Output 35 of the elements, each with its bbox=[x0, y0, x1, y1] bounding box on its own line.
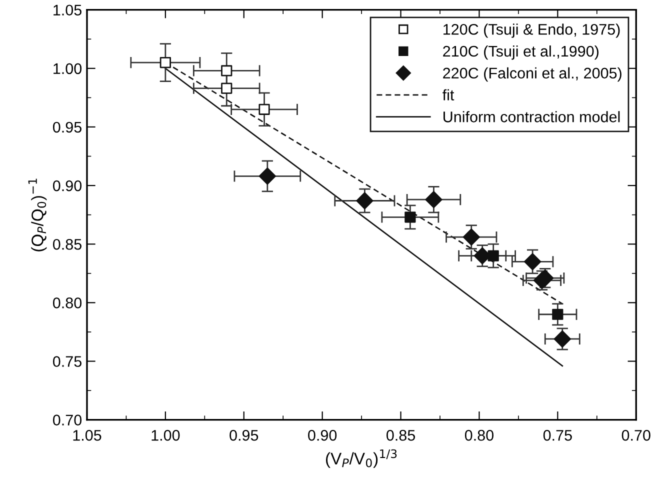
x-tick-label: 0.70 bbox=[622, 430, 650, 441]
legend-label: Uniform contraction model bbox=[444, 111, 620, 122]
legend-label: fit bbox=[442, 89, 454, 100]
legend-label: 120C (Tsuji & Endo, 1975) bbox=[444, 24, 620, 38]
y-axis-title: (Q$_{P}$/Q$_{0}$)$^{−1}$ bbox=[28, 178, 47, 252]
y-tick-label: 1.00 bbox=[54, 63, 82, 74]
point bbox=[462, 228, 480, 246]
point bbox=[221, 65, 232, 76]
point bbox=[425, 191, 442, 208]
point bbox=[404, 212, 416, 223]
point bbox=[552, 308, 564, 320]
y-tick-label: 0.70 bbox=[52, 414, 82, 426]
point bbox=[258, 168, 276, 185]
y-tick-label: 0.75 bbox=[52, 356, 82, 367]
point bbox=[160, 56, 171, 68]
point bbox=[258, 104, 270, 115]
y-tick-label: 1.05 bbox=[54, 4, 82, 16]
x-tick-label: 0.80 bbox=[464, 430, 494, 441]
y-tick-label: 0.85 bbox=[52, 238, 82, 250]
y-tick-label: 0.95 bbox=[52, 122, 82, 133]
x-tick-label: 0.95 bbox=[230, 430, 258, 441]
x-tick-label: 0.90 bbox=[308, 430, 337, 441]
x-tick-label: 0.85 bbox=[386, 430, 415, 441]
x-axis-title: (V$_{P}$/V$_{0}$)$^{1/3}$ bbox=[326, 449, 397, 468]
x-tick-label: 0.75 bbox=[543, 430, 572, 441]
y-tick-label: 0.80 bbox=[52, 298, 82, 308]
legend-label: 210C (Tsuji et al.,1990) bbox=[443, 45, 598, 60]
point bbox=[356, 192, 374, 210]
x-tick-label: 1.00 bbox=[152, 430, 180, 441]
legend-label: 220C (Falconi et al., 2005) bbox=[443, 67, 622, 82]
y-tick-label: 0.90 bbox=[52, 180, 82, 192]
x-tick-label: 1.05 bbox=[73, 430, 102, 441]
point bbox=[524, 253, 542, 270]
point bbox=[221, 82, 232, 94]
point bbox=[488, 250, 499, 262]
